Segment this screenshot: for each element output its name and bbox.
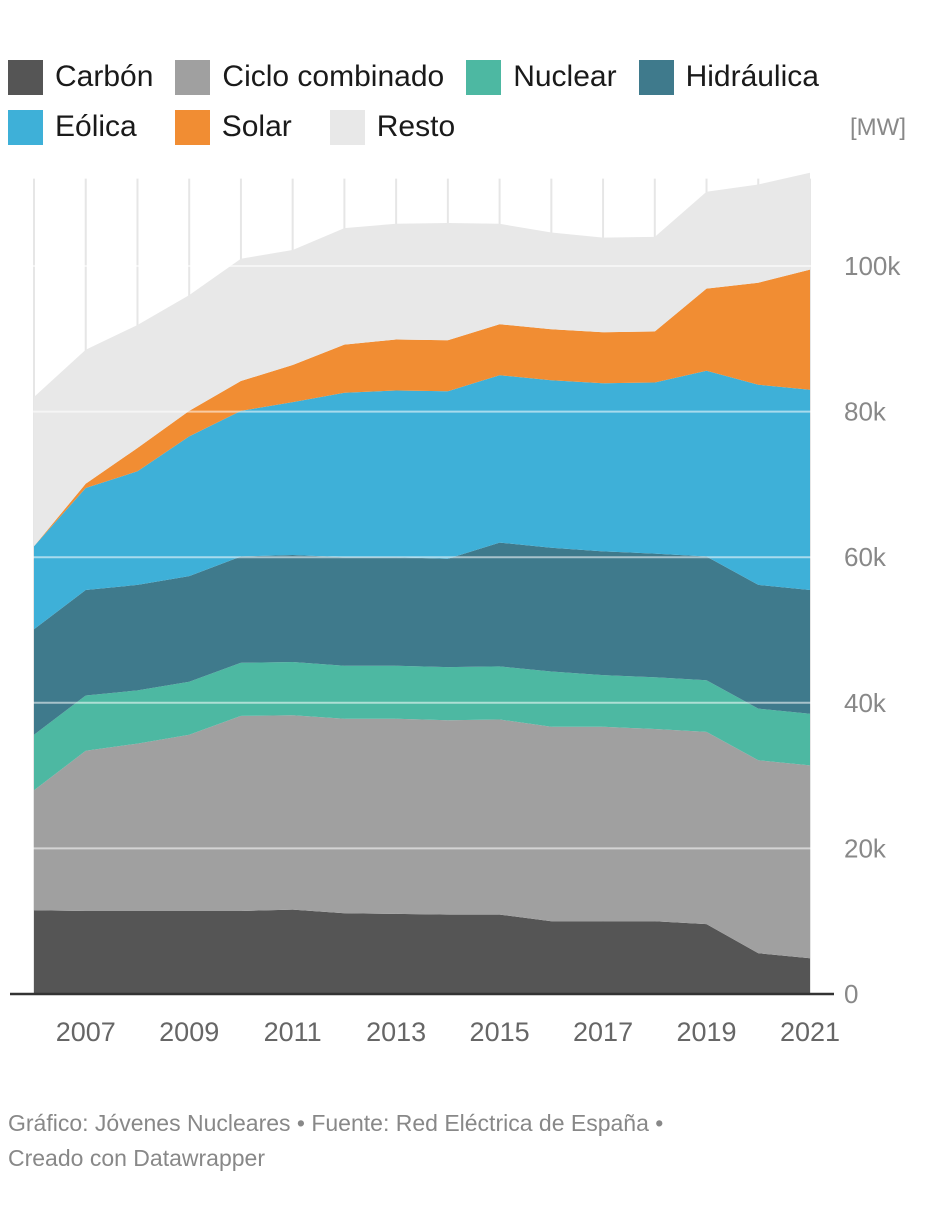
legend-label-ciclo-combinado: Ciclo combinado [222, 60, 445, 93]
legend-label-resto: Resto [376, 110, 456, 143]
legend-swatch-nuclear [466, 59, 502, 95]
x-tick-label-2019: 2019 [676, 1017, 736, 1047]
x-tick-label-2013: 2013 [366, 1017, 426, 1047]
legend-swatch-solar [174, 109, 210, 145]
legend-item-hidraulica: Hidráulica [638, 59, 819, 95]
legend-label-carbon: Carbón [55, 60, 154, 93]
legend-label-solar: Solar [221, 110, 292, 143]
x-tick-label-2017: 2017 [573, 1017, 633, 1047]
y-axis-tick-labels: 0 20k 40k 60k 80k 100k [844, 251, 901, 1009]
area-hidraulica [34, 542, 810, 735]
chart-footer: Gráfico: Jóvenes Nucleares • Fuente: Red… [8, 1106, 908, 1176]
legend-item-solar: Solar [174, 109, 292, 145]
x-tick-label-2021: 2021 [780, 1017, 840, 1047]
footer-credit-line: Gráfico: Jóvenes Nucleares • Fuente: Red… [8, 1110, 664, 1136]
legend-swatch-ciclo-combinado [175, 59, 211, 95]
y-tick-label-0: 0 [844, 979, 858, 1009]
x-axis-tick-labels: 2007 2009 2011 2013 2015 2017 2019 2021 [56, 1017, 840, 1047]
y-tick-label-1: 20k [844, 833, 887, 863]
horizontal-gridlines [10, 265, 834, 850]
y-tick-label-3: 60k [844, 542, 887, 572]
area-ciclo-combinado [34, 715, 810, 959]
legend-item-carbon: Carbón [8, 59, 154, 95]
legend-swatch-resto [329, 109, 365, 145]
x-tick-label-2007: 2007 [56, 1017, 116, 1047]
x-tick-label-2015: 2015 [470, 1017, 530, 1047]
x-tick-label-2011: 2011 [264, 1017, 322, 1047]
chart-legend: Carbón Ciclo combinado Nuclear Hidráulic… [8, 52, 928, 152]
y-tick-label-4: 80k [844, 397, 887, 427]
x-tick-label-2009: 2009 [159, 1017, 219, 1047]
legend-label-nuclear: Nuclear [513, 60, 617, 93]
legend-label-hidraulica: Hidráulica [685, 60, 819, 93]
legend-label-eolica: Eólica [55, 110, 137, 143]
unit-label: [MW] [850, 114, 906, 141]
legend-row-1: Carbón Ciclo combinado Nuclear Hidráulic… [8, 52, 928, 102]
legend-swatch-carbon [8, 59, 43, 95]
legend-row-2: Eólica Solar Resto [8, 102, 928, 152]
area-nuclear [34, 662, 810, 791]
y-tick-label-5: 100k [844, 251, 901, 281]
legend-item-nuclear: Nuclear [466, 59, 617, 95]
area-eolica [34, 370, 810, 630]
footer-tool-line: Creado con Datawrapper [8, 1145, 265, 1171]
area-carbon [34, 909, 810, 994]
legend-swatch-hidraulica [638, 59, 674, 95]
area-solar [34, 269, 810, 547]
legend-item-eolica: Eólica [8, 109, 137, 145]
legend-swatch-eolica [8, 109, 43, 145]
area-series [34, 172, 810, 994]
legend-item-ciclo-combinado: Ciclo combinado [175, 59, 445, 95]
legend-item-resto: Resto [329, 109, 456, 145]
y-tick-label-2: 40k [844, 688, 887, 718]
